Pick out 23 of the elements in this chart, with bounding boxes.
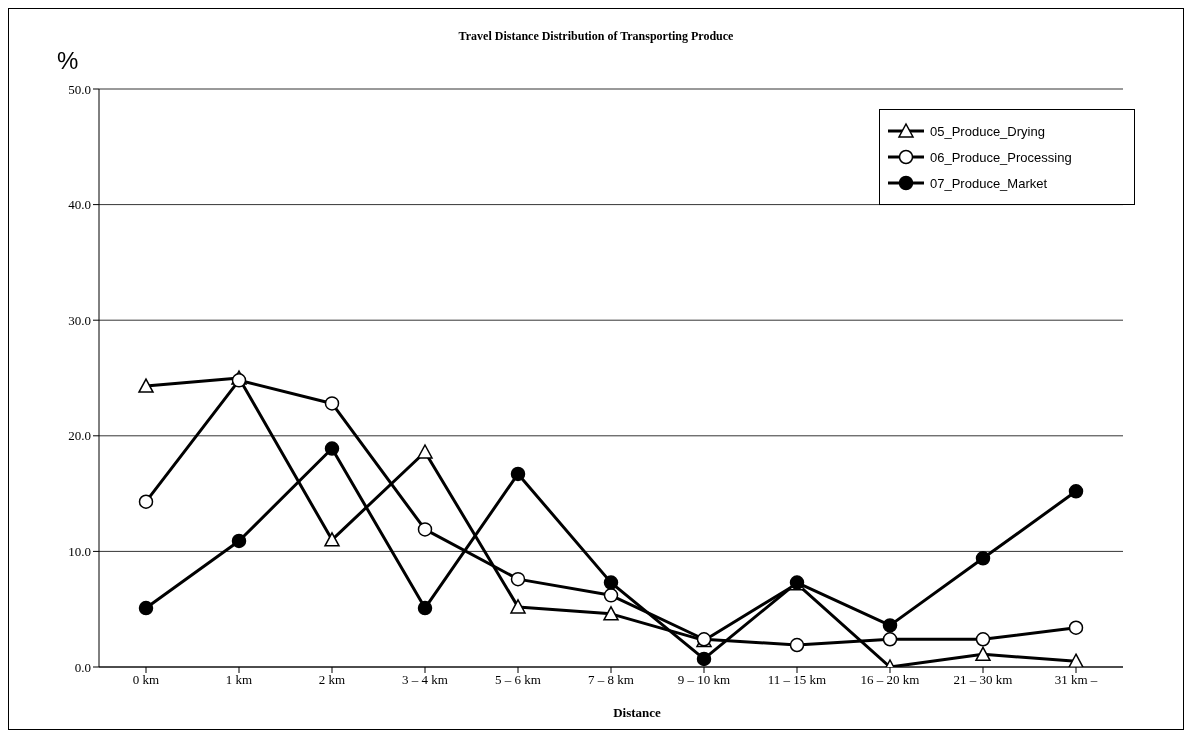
x-tick-label: 16 – 20 km (860, 672, 920, 688)
legend-label: 06_Produce_Processing (930, 149, 1072, 165)
x-tick-label: 7 – 8 km (588, 672, 634, 688)
legend-label: 07_Produce_Market (930, 175, 1048, 191)
y-tick-label: 20.0 (68, 428, 91, 444)
x-tick-label: 0 km (132, 672, 160, 688)
x-tick-label: 1 km (225, 672, 253, 688)
y-tick-label: 50.0 (68, 81, 91, 97)
x-tick-label: 9 – 10 km (677, 672, 731, 688)
y-tick-label: 40.0 (68, 197, 91, 213)
chart-title: Travel Distance Distribution of Transporting Produce (457, 29, 735, 44)
y-tick-label: 30.0 (68, 312, 91, 328)
x-tick-label: 3 – 4 km (402, 672, 448, 688)
x-tick-label: 2 km (318, 672, 346, 688)
x-tick-label: 21 – 30 km (953, 672, 1013, 688)
x-tick-label: 5 – 6 km (495, 672, 541, 688)
x-tick-label: 11 – 15 km (767, 672, 827, 688)
y-tick-label: 0.0 (74, 659, 91, 675)
y-axis-title: % (57, 47, 79, 75)
x-tick-label: 31 km – (1054, 672, 1098, 688)
x-axis-title: Distance (612, 705, 662, 721)
legend-label: 05_Produce_Drying (930, 123, 1045, 139)
y-tick-label: 10.0 (68, 544, 91, 560)
